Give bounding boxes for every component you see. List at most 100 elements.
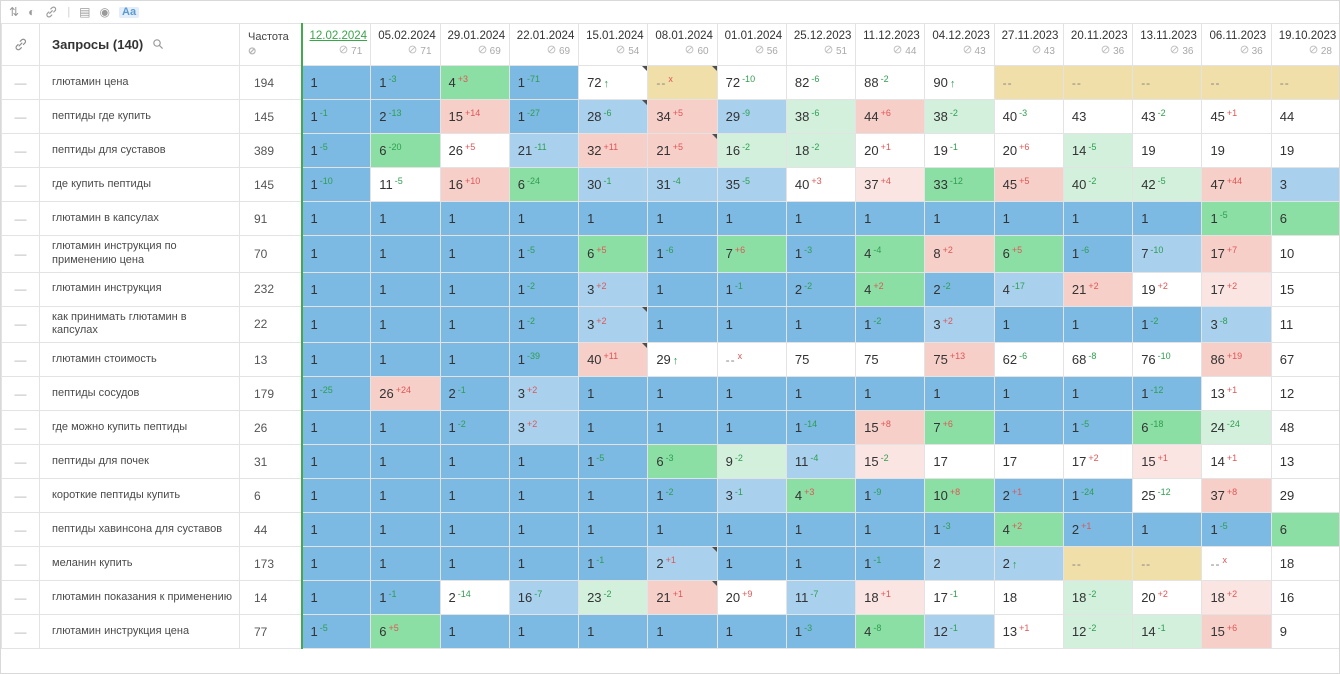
position-cell[interactable]: 3 +2 xyxy=(578,305,649,343)
position-cell[interactable]: 1 -27 xyxy=(508,99,580,134)
position-cell[interactable]: 37 +8 xyxy=(1201,478,1272,513)
position-cell[interactable]: 1 xyxy=(508,546,580,581)
sort-icon[interactable]: ⇅ xyxy=(9,5,20,19)
position-cell[interactable]: 1 xyxy=(300,444,372,479)
position-cell[interactable]: 29 ↑ xyxy=(647,342,718,377)
date-label[interactable]: 01.01.2024 xyxy=(724,30,783,42)
position-cell[interactable]: 6 +5 xyxy=(993,235,1064,273)
position-cell[interactable]: 12 -2 xyxy=(1062,614,1134,649)
position-cell[interactable]: 68 -8 xyxy=(1062,342,1134,377)
row-handle[interactable]: — xyxy=(1,201,40,236)
position-cell[interactable]: 8 +2 xyxy=(924,235,995,273)
position-cell[interactable]: 1 xyxy=(785,201,857,236)
date-column-header[interactable]: 15.01.2024 54 xyxy=(578,23,649,66)
keyword-cell[interactable]: меланин купить xyxy=(39,546,240,581)
position-cell[interactable]: 1 xyxy=(370,235,441,273)
position-cell[interactable]: 1 xyxy=(785,512,857,547)
position-cell[interactable]: 1 -10 xyxy=(300,167,372,202)
position-cell[interactable]: 1 -5 xyxy=(300,133,372,168)
position-cell[interactable]: 1 xyxy=(1062,201,1134,236)
position-cell[interactable]: 6 -20 xyxy=(370,133,441,168)
position-cell[interactable]: 26 +5 xyxy=(439,133,510,168)
position-cell[interactable]: 1 xyxy=(300,546,372,581)
position-cell[interactable]: 11 -7 xyxy=(785,580,857,615)
position-cell[interactable]: 4 +2 xyxy=(855,271,926,307)
position-cell[interactable]: 1 xyxy=(785,546,857,581)
position-cell[interactable]: 1 xyxy=(578,201,649,236)
date-label[interactable]: 22.01.2024 xyxy=(516,30,575,42)
date-label[interactable]: 12.02.2024 xyxy=(309,30,368,42)
position-cell[interactable]: 1 xyxy=(647,512,718,547)
position-cell[interactable]: -- xyxy=(993,65,1064,100)
position-cell[interactable]: 1 xyxy=(993,201,1064,236)
position-cell[interactable]: 67 xyxy=(1270,342,1339,377)
position-cell[interactable]: 40 -2 xyxy=(1062,167,1134,202)
position-cell[interactable]: 1 xyxy=(924,376,995,411)
position-cell[interactable]: 1 xyxy=(370,546,441,581)
position-cell[interactable]: 1 xyxy=(370,305,441,343)
position-cell[interactable]: 17 +2 xyxy=(1201,271,1272,307)
position-cell[interactable]: 19 xyxy=(1270,133,1339,168)
date-label[interactable]: 06.11.2023 xyxy=(1209,30,1267,42)
position-cell[interactable]: 15 +8 xyxy=(855,410,926,445)
row-handle[interactable]: — xyxy=(1,376,40,411)
position-cell[interactable]: 2 xyxy=(924,546,995,581)
keyword-cell[interactable]: глютамин показания к применению xyxy=(39,580,240,615)
position-cell[interactable]: 1 xyxy=(1132,201,1203,236)
position-cell[interactable]: -- x xyxy=(647,65,718,100)
position-cell[interactable]: 35 -5 xyxy=(716,167,787,202)
date-label[interactable]: 13.11.2023 xyxy=(1140,30,1197,42)
row-handle[interactable]: — xyxy=(1,444,40,479)
keyword-cell[interactable]: пептиды для почек xyxy=(39,444,240,479)
position-cell[interactable]: 82 -6 xyxy=(785,65,857,100)
position-cell[interactable]: 10 +8 xyxy=(924,478,995,513)
keyword-cell[interactable]: глютамин цена xyxy=(39,65,240,100)
position-cell[interactable]: 1 -3 xyxy=(370,65,441,100)
position-cell[interactable]: 1 xyxy=(647,410,718,445)
position-cell[interactable]: 76 -10 xyxy=(1132,342,1203,377)
position-cell[interactable]: 1 xyxy=(1132,512,1203,547)
position-cell[interactable]: 1 xyxy=(647,614,718,649)
position-cell[interactable]: 1 xyxy=(439,478,510,513)
keyword-cell[interactable]: пептиды для суставов xyxy=(39,133,240,168)
position-cell[interactable]: 2 -14 xyxy=(439,580,510,615)
position-cell[interactable]: 1 xyxy=(508,201,580,236)
position-cell[interactable]: 1 -9 xyxy=(855,478,926,513)
position-cell[interactable]: 32 +11 xyxy=(578,133,649,168)
position-cell[interactable]: 6 -3 xyxy=(647,444,718,479)
position-cell[interactable]: 1 xyxy=(439,444,510,479)
position-cell[interactable]: 26 +24 xyxy=(370,376,441,411)
position-cell[interactable]: 10 xyxy=(1270,235,1339,273)
position-cell[interactable]: 4 +2 xyxy=(993,512,1064,547)
position-cell[interactable]: 1 xyxy=(993,410,1064,445)
position-cell[interactable]: 13 xyxy=(1270,444,1339,479)
row-handle[interactable]: — xyxy=(1,271,40,307)
position-cell[interactable]: 15 +14 xyxy=(439,99,510,134)
position-cell[interactable]: 6 xyxy=(1270,201,1339,236)
date-column-header[interactable]: 04.12.2023 43 xyxy=(924,23,995,66)
position-cell[interactable]: 1 xyxy=(370,201,441,236)
position-cell[interactable]: 15 xyxy=(1270,271,1339,307)
row-handle[interactable]: — xyxy=(1,235,40,273)
position-cell[interactable]: 21 +2 xyxy=(1062,271,1134,307)
position-cell[interactable]: 2 +1 xyxy=(1062,512,1134,547)
position-cell[interactable]: 12 -1 xyxy=(924,614,995,649)
position-cell[interactable]: 1 xyxy=(508,614,580,649)
position-cell[interactable]: 40 +3 xyxy=(785,167,857,202)
position-cell[interactable]: 2 -13 xyxy=(370,99,441,134)
position-cell[interactable]: 3 +2 xyxy=(578,271,649,307)
date-column-header[interactable]: 12.02.2024 71 xyxy=(300,23,372,66)
position-cell[interactable]: 1 xyxy=(647,305,718,343)
date-label[interactable]: 20.11.2023 xyxy=(1070,30,1128,42)
position-cell[interactable]: 1 -3 xyxy=(785,235,857,273)
position-cell[interactable]: 6 xyxy=(1270,512,1339,547)
position-cell[interactable]: 1 -2 xyxy=(508,305,580,343)
position-cell[interactable]: 1 -2 xyxy=(647,478,718,513)
position-cell[interactable]: 44 +6 xyxy=(855,99,926,134)
position-cell[interactable]: 1 xyxy=(439,235,510,273)
position-cell[interactable]: 6 -24 xyxy=(508,167,580,202)
position-cell[interactable]: 1 -1 xyxy=(855,546,926,581)
position-cell[interactable]: 21 +5 xyxy=(647,133,718,168)
position-cell[interactable]: 4 -17 xyxy=(993,271,1064,307)
position-cell[interactable]: -- xyxy=(1062,546,1134,581)
